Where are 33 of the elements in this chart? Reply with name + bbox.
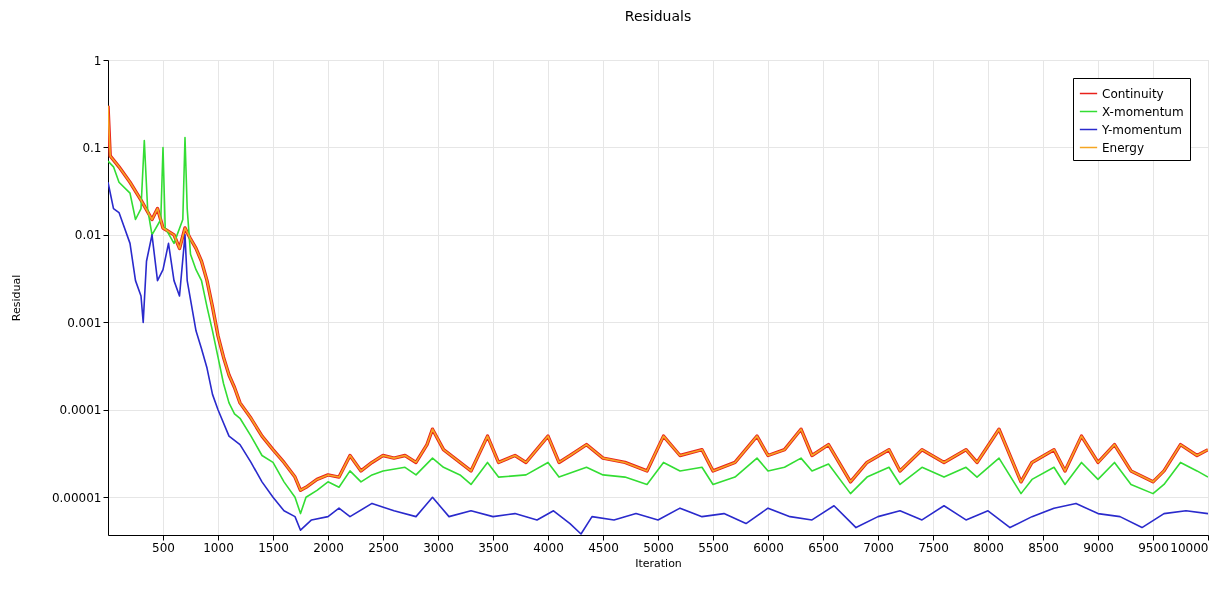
chart-title: Residuals [624, 8, 692, 24]
x-tick-label: 7500 [918, 540, 949, 555]
y-tick-label: 0.001 [67, 315, 102, 330]
x-tick-label: 2500 [368, 540, 399, 555]
y-tick-label: 0.1 [82, 140, 102, 155]
x-axis-title: Iteration [635, 556, 682, 570]
x-tick-label: 4000 [533, 540, 564, 555]
y-tick-label: 0.01 [74, 228, 102, 243]
x-tick-label: 2000 [313, 540, 344, 555]
x-tick-label: 7000 [863, 540, 894, 555]
legend-label: Continuity [1102, 86, 1164, 101]
y-tick-label: 0.00001 [51, 490, 102, 505]
legend-label: Energy [1102, 140, 1145, 155]
x-tick-label: 1500 [258, 540, 289, 555]
x-tick-label: 500 [152, 540, 175, 555]
x-tick-label: 10000 [1170, 540, 1209, 555]
x-tick-label: 5000 [643, 540, 674, 555]
x-tick-label: 9500 [1138, 540, 1169, 555]
x-tick-label: 5500 [698, 540, 729, 555]
x-tick-label: 3000 [423, 540, 454, 555]
y-axis-title: Residual [9, 274, 23, 322]
x-tick-label: 6000 [753, 540, 784, 555]
x-tick-label: 8000 [973, 540, 1004, 555]
legend-label: Y-momentum [1101, 122, 1182, 137]
x-tick-label: 8500 [1028, 540, 1059, 555]
x-tick-label: 3500 [478, 540, 509, 555]
y-tick-label: 0.0001 [59, 403, 102, 418]
x-tick-label: 6500 [808, 540, 839, 555]
y-tick-label: 1 [93, 53, 102, 68]
legend-label: X-momentum [1102, 104, 1184, 119]
x-tick-label: 9000 [1083, 540, 1114, 555]
x-tick-label: 1000 [203, 540, 234, 555]
x-tick-label: 4500 [588, 540, 619, 555]
